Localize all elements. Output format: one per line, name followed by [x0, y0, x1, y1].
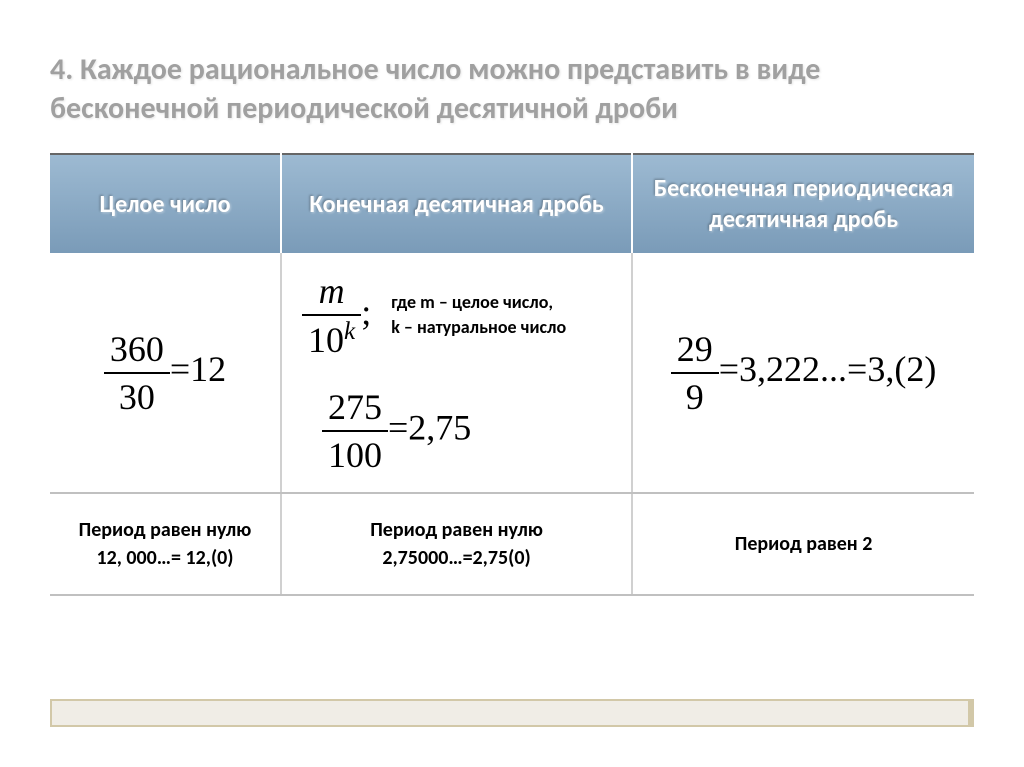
footer-row: Период равен нулю12, 000…= 12,(0) Период…: [50, 493, 974, 595]
header-col2: Конечная десятичная дробь: [281, 154, 632, 253]
period-col1: Период равен нулю12, 000…= 12,(0): [50, 493, 281, 595]
content-table: Целое число Конечная десятичная дробь Бе…: [50, 153, 974, 596]
formula-description: где m – целое число, k – натуральное чис…: [391, 290, 566, 340]
cell-periodic: 29 9 =3,222...=3,(2): [632, 253, 974, 493]
header-row: Целое число Конечная десятичная дробь Бе…: [50, 154, 974, 253]
slide-title: 4. Каждое рациональное число можно предс…: [50, 50, 974, 128]
ex-den: 100: [322, 432, 388, 476]
frac1-num: 360: [104, 328, 170, 374]
ex-equals: =2,75: [388, 407, 471, 447]
cell-finite: m 10k ; где m – целое число, k – натурал…: [281, 253, 632, 493]
period-col2: Период равен нулю2,75000…=2,75(0): [281, 493, 632, 595]
example-fraction: 275 100: [322, 386, 388, 476]
fraction-3: 29 9: [671, 328, 719, 418]
header-col1: Целое число: [50, 154, 281, 253]
frac3-num: 29: [671, 328, 719, 374]
frac1-equals: =12: [170, 349, 226, 389]
decorative-bar: [50, 699, 974, 727]
header-col3: Бесконечная периодическая десятичная дро…: [632, 154, 974, 253]
math-row: 360 30 =12 m 10k ; гд: [50, 253, 974, 493]
cell-integer: 360 30 =12: [50, 253, 281, 493]
fraction-1: 360 30: [104, 328, 170, 418]
period-col3: Период равен 2: [632, 493, 974, 595]
formula-fraction: m 10k: [302, 270, 361, 361]
frac3-den: 9: [671, 374, 719, 418]
frac1-den: 30: [104, 374, 170, 418]
formula-num: m: [302, 270, 361, 316]
formula-suffix: ;: [361, 292, 371, 332]
formula-den: 10k: [302, 316, 361, 361]
frac3-equals: =3,222...=3,(2): [719, 349, 937, 389]
ex-num: 275: [322, 386, 388, 432]
